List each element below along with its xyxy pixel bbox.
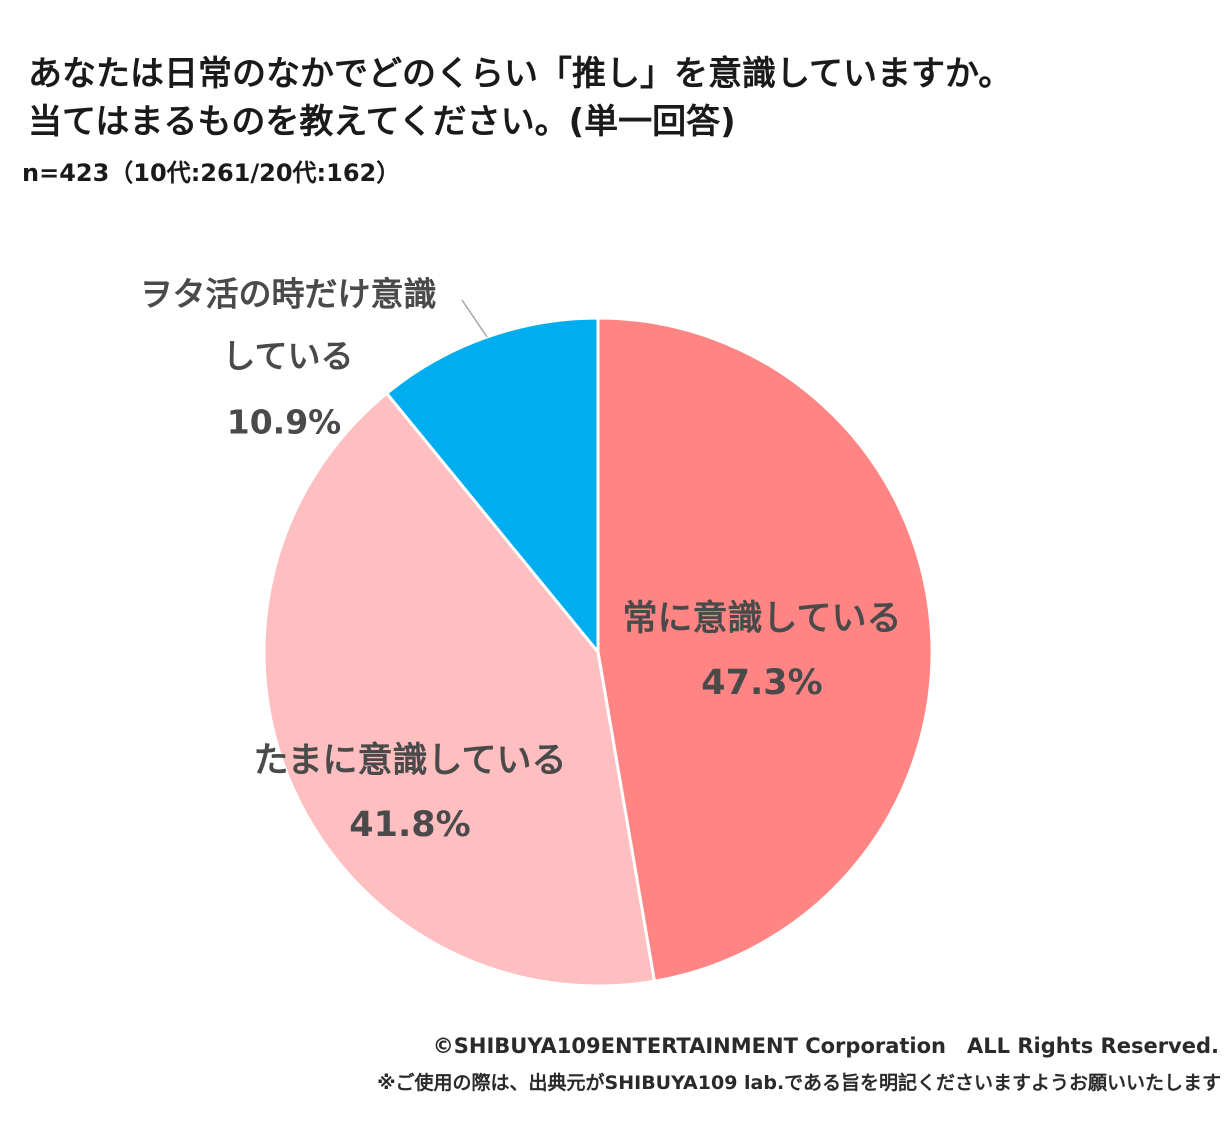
- pie-slice-3: [384, 316, 600, 657]
- pie-slice-1: [596, 316, 934, 983]
- usage-note: ※ご使用の際は、出典元がSHIBUYA109 lab.である旨を明記くださいます…: [377, 1072, 1221, 1094]
- chart-title: あなたは日常のなかでどのくらい「推し」を意識していますか。 当てはまるものを教え…: [28, 50, 1012, 146]
- title-line-2: 当てはまるものを教えてください。(単一回答): [28, 102, 736, 142]
- title-line-1: あなたは日常のなかでどのくらい「推し」を意識していますか。: [28, 54, 1013, 94]
- slice-value-3: 10.9%: [227, 403, 342, 442]
- pie-slice-2: [262, 391, 657, 988]
- slice-label-3-line-2: している: [222, 337, 353, 376]
- slice-value-2: 41.8%: [349, 805, 470, 845]
- copyright-text: ©SHIBUYA109ENTERTAINMENT Corporation ALL…: [432, 1034, 1219, 1058]
- slice-value-1: 47.3%: [701, 663, 822, 703]
- pie-slices: [262, 316, 934, 988]
- leader-line-3: [461, 299, 488, 338]
- slice-label-3-line-1: ヲタ活の時だけ意識: [140, 275, 437, 314]
- slice-label-1-line-1: 常に意識している: [623, 599, 902, 639]
- slice-label-2-line-1: たまに意識している: [254, 741, 567, 781]
- sample-size: n=423（10代:261/20代:162）: [22, 159, 401, 187]
